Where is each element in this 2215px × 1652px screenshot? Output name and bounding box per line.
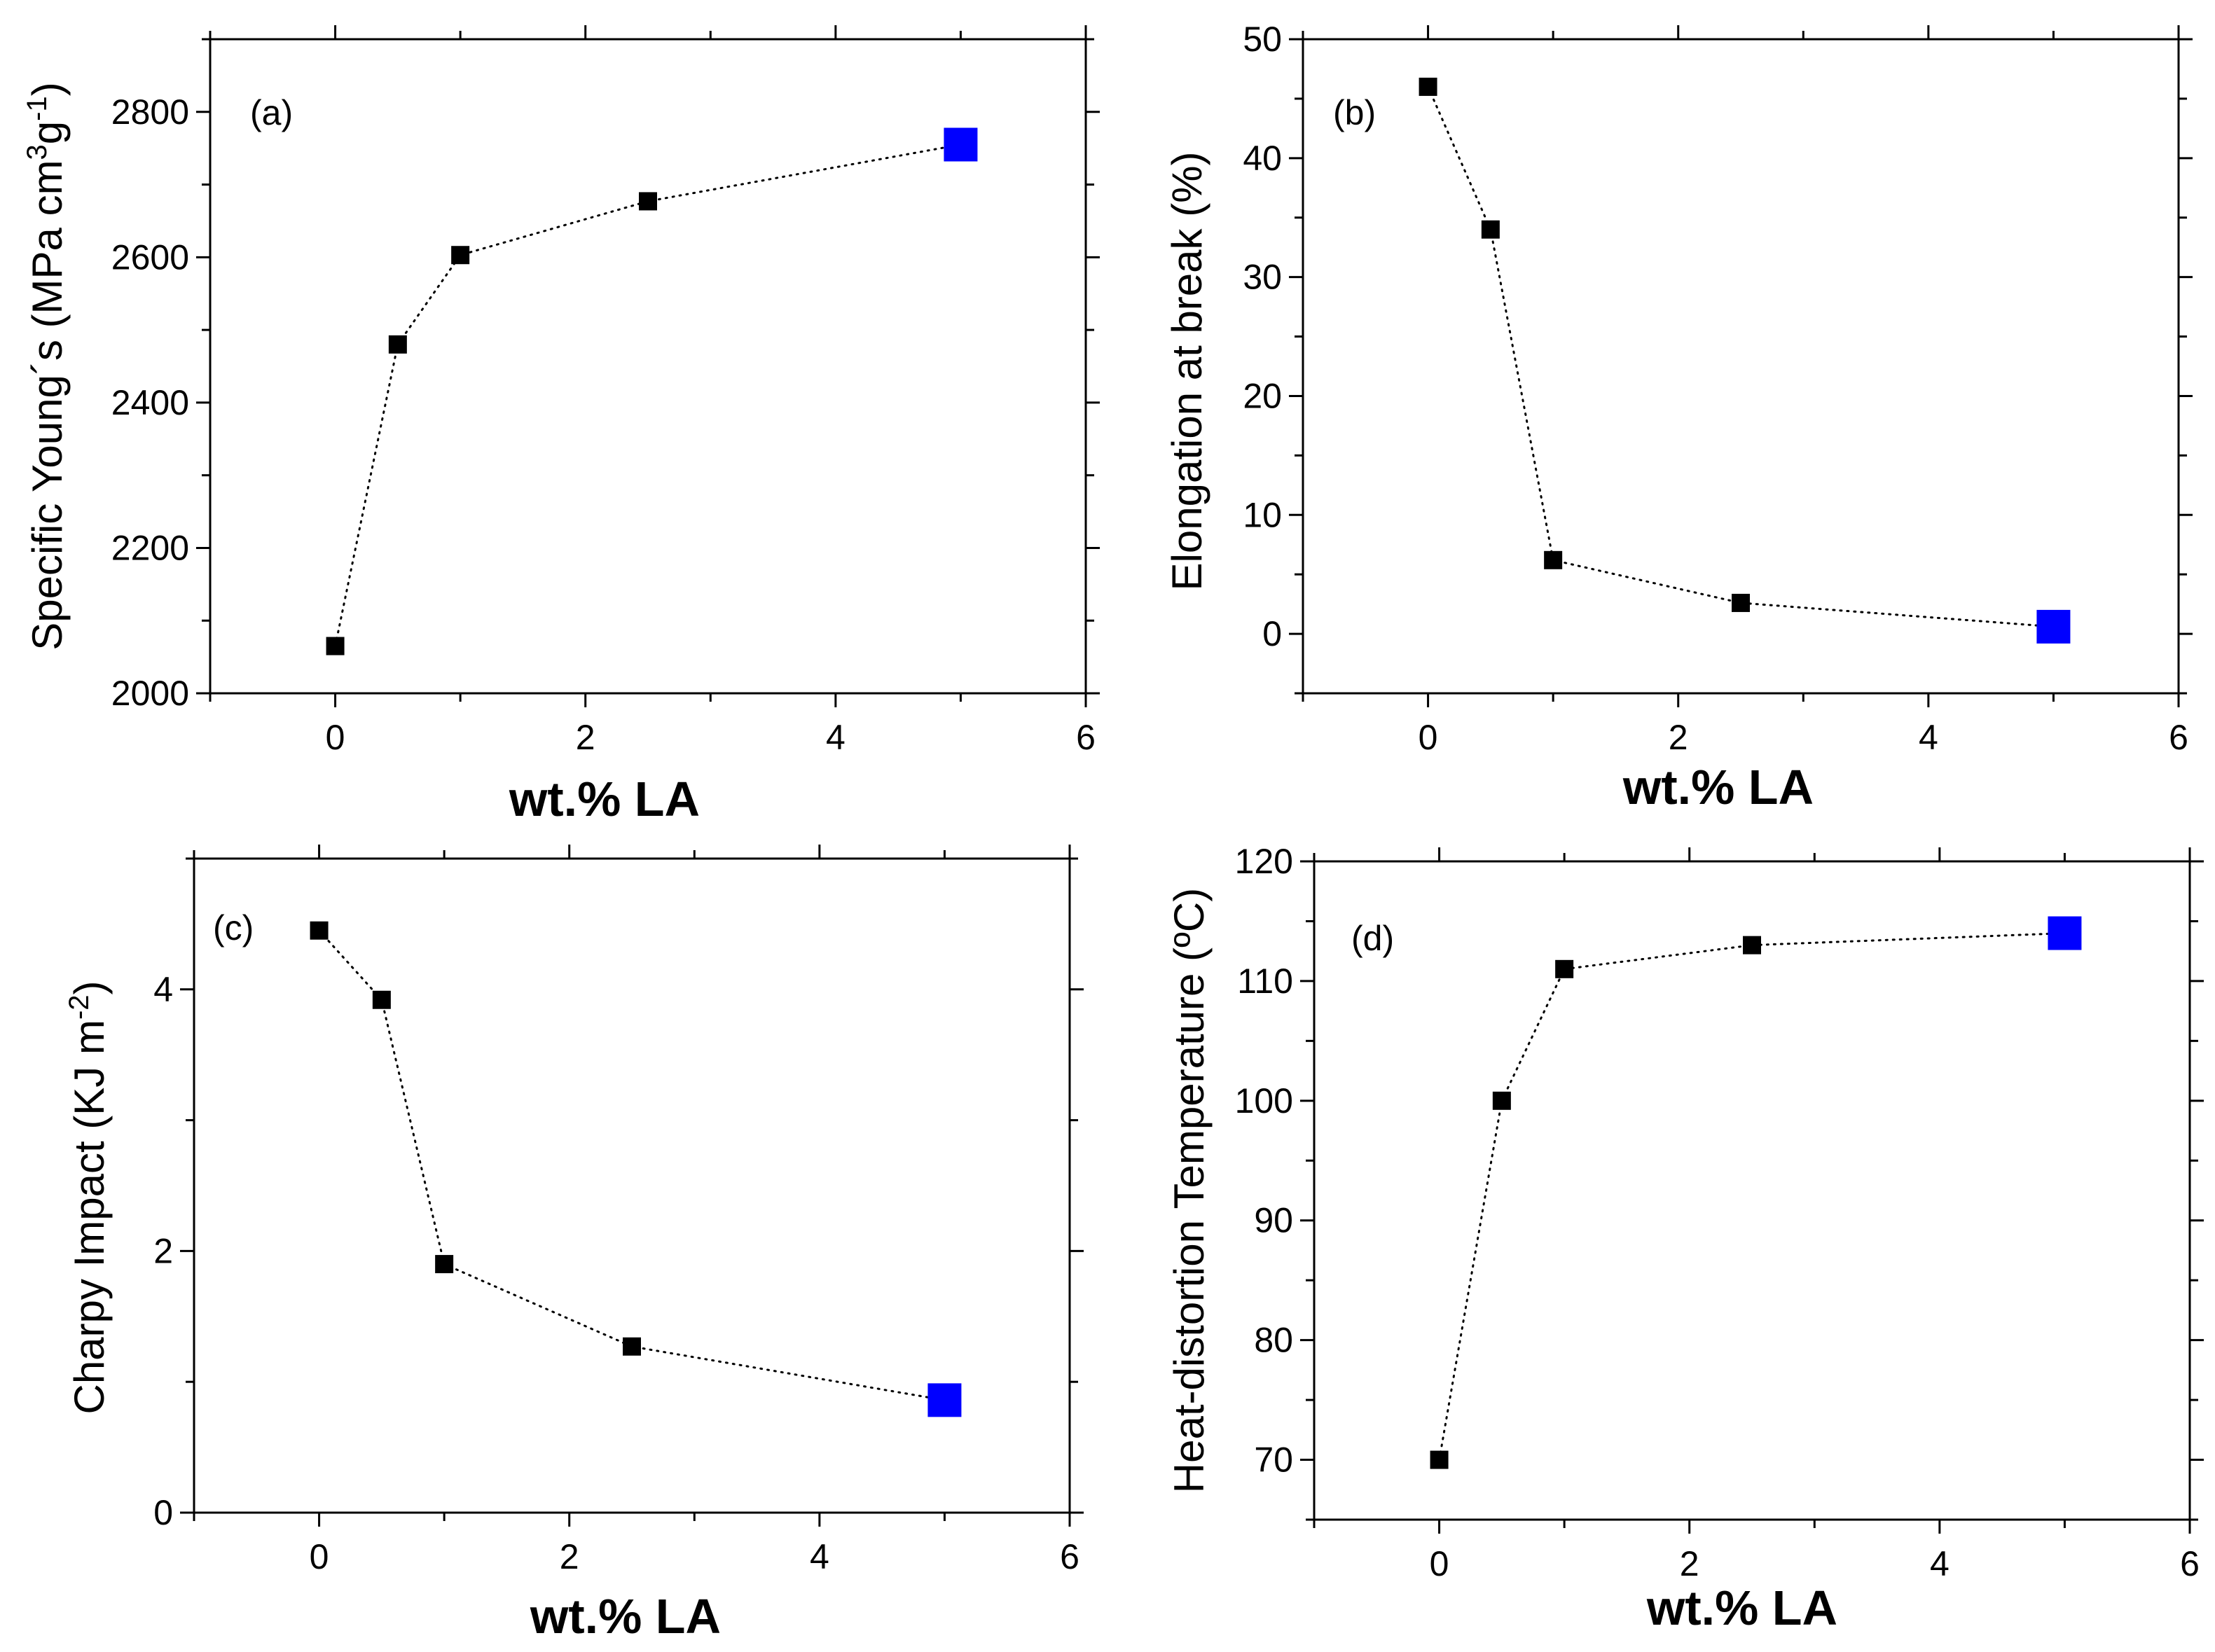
y-tick-label: 0 <box>153 1493 173 1532</box>
y-tick-label: 10 <box>1243 495 1282 534</box>
x-axis-title-a: wt.% LA <box>509 772 700 826</box>
y-tick-label: 20 <box>1243 376 1282 415</box>
x-tick-label: 6 <box>1060 1537 1079 1576</box>
data-point <box>1555 959 1574 978</box>
data-point <box>372 990 391 1009</box>
data-point <box>326 637 345 655</box>
y-tick-label: 2 <box>153 1231 173 1270</box>
plot-frame-d <box>1313 860 2191 1521</box>
plot-frame-c <box>193 857 1071 1514</box>
y-tick-label: 2400 <box>111 383 189 422</box>
series-line <box>1438 932 2066 1462</box>
x-tick-label: 2 <box>560 1537 579 1576</box>
y-tick-label: 0 <box>1262 614 1282 653</box>
series-line <box>318 929 946 1401</box>
data-point <box>1544 550 1563 569</box>
data-point <box>1492 1091 1511 1110</box>
data-point <box>1430 1450 1449 1469</box>
x-tick-label: 0 <box>310 1537 329 1576</box>
data-point <box>388 335 407 354</box>
panel-label-d: (d) <box>1351 919 1394 958</box>
y-tick-label: 2800 <box>111 92 189 132</box>
y-tick-label: 80 <box>1254 1321 1293 1360</box>
x-tick-label: 0 <box>1430 1544 1449 1583</box>
data-point <box>310 921 329 940</box>
highlight-point <box>2036 609 2071 644</box>
y-tick-label: 120 <box>1235 842 1293 881</box>
series-line <box>1427 85 2055 628</box>
x-tick-label: 4 <box>826 718 846 757</box>
plot-frame-b <box>1302 38 2180 695</box>
y-tick-label: 110 <box>1237 962 1293 1001</box>
x-tick-label: 4 <box>1919 718 1938 757</box>
x-tick-label: 2 <box>1669 718 1688 757</box>
y-tick-label: 2600 <box>111 237 189 277</box>
panel-label-c: (c) <box>213 908 254 948</box>
data-point <box>451 246 470 265</box>
x-tick-label: 2 <box>1680 1544 1699 1583</box>
x-axis-title-d: wt.% LA <box>1646 1581 1837 1635</box>
y-tick-label: 30 <box>1243 258 1282 297</box>
x-tick-label: 6 <box>1076 718 1096 757</box>
y-tick-label: 2000 <box>111 674 189 713</box>
x-axis-title-b: wt.% LA <box>1622 760 1814 814</box>
x-tick-label: 6 <box>2169 718 2188 757</box>
panel-label-b: (b) <box>1333 93 1376 132</box>
plot-frame-a <box>209 38 1087 695</box>
x-axis-title-c: wt.% LA <box>530 1589 721 1644</box>
panel-c: (c) wt.% LA Charpy Impact (KJ m-2) 0 2 4 6 0… <box>64 845 1084 1644</box>
y-tick-label: 40 <box>1243 139 1282 178</box>
highlight-point <box>927 1383 962 1417</box>
y-tick-label: 2200 <box>111 528 189 567</box>
x-tick-label: 4 <box>1930 1544 1950 1583</box>
x-tick-label: 0 <box>326 718 345 757</box>
x-tick-label: 6 <box>2180 1544 2200 1583</box>
data-point <box>623 1337 641 1356</box>
y-axis-title-a: Specific Young´s (MPa cm3g-1) <box>22 82 71 651</box>
panel-label-a: (a) <box>250 93 293 132</box>
y-tick-label: 70 <box>1254 1441 1293 1480</box>
highlight-point <box>944 127 978 162</box>
x-tick-label: 2 <box>576 718 595 757</box>
panel-b: (b) wt.% LA Elongation at break (%) 0 2 4 6… <box>1164 20 2193 814</box>
data-point <box>1732 593 1750 612</box>
data-point <box>1743 936 1761 955</box>
y-tick-label: 100 <box>1235 1081 1293 1120</box>
data-point <box>435 1255 454 1274</box>
data-point <box>1481 220 1500 239</box>
y-tick-label: 90 <box>1254 1201 1293 1240</box>
data-point <box>639 192 657 211</box>
y-tick-label: 4 <box>153 970 173 1009</box>
y-axis-title-b: Elongation at break (%) <box>1164 151 1210 590</box>
y-axis-title-d: Heat-distortion Temperature (ºC) <box>1166 888 1213 1493</box>
x-tick-label: 0 <box>1419 718 1438 757</box>
data-point <box>1419 77 1437 96</box>
x-tick-label: 4 <box>810 1537 829 1576</box>
y-axis-title-c: Charpy Impact (KJ m-2) <box>64 980 113 1414</box>
highlight-point <box>2048 916 2082 950</box>
series-line <box>334 143 962 648</box>
y-tick-label: 50 <box>1243 20 1282 59</box>
panel-d: (d) wt.% LA Heat-distortion Temperature … <box>1166 842 2204 1635</box>
panel-a: (a) wt.% LA Specific Young´s (MPa cm3g-1… <box>22 25 1100 826</box>
